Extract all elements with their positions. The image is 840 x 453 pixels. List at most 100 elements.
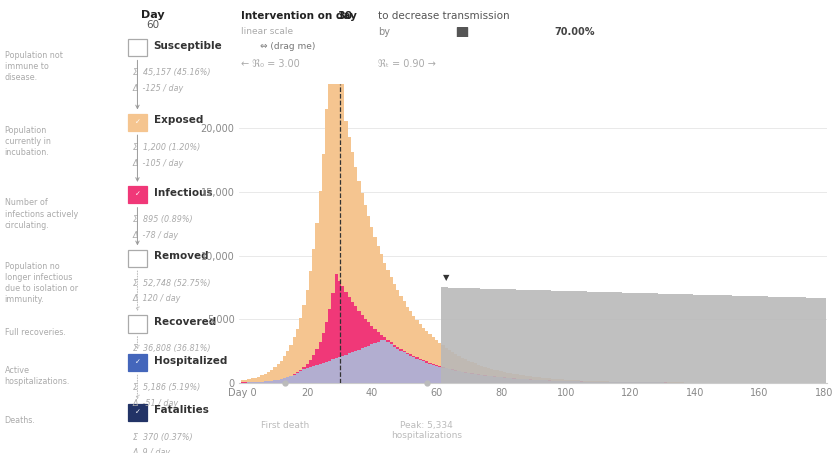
Bar (574, 381, 577, 383)
Bar (726, 295, 729, 383)
Bar (590, 381, 593, 383)
Bar (616, 292, 619, 383)
Bar (360, 348, 364, 383)
Bar (493, 289, 496, 383)
Bar (402, 301, 406, 383)
Bar (328, 361, 332, 383)
Bar (735, 296, 738, 383)
Bar (422, 360, 425, 383)
Bar (712, 295, 716, 383)
Bar (771, 297, 774, 383)
Text: to decrease transmission: to decrease transmission (378, 11, 510, 21)
Bar (248, 382, 250, 383)
Bar (257, 382, 260, 383)
Bar (600, 292, 603, 383)
Bar (512, 379, 516, 383)
Bar (603, 382, 606, 383)
Bar (496, 371, 500, 383)
Bar (648, 293, 651, 383)
Bar (586, 381, 590, 383)
Bar (584, 381, 586, 383)
Bar (276, 380, 280, 383)
Bar (483, 289, 486, 383)
Bar (306, 368, 309, 383)
FancyBboxPatch shape (129, 250, 147, 267)
Bar (732, 295, 735, 383)
Bar (396, 290, 399, 383)
Bar (506, 289, 509, 383)
Bar (292, 374, 296, 383)
Bar (528, 380, 532, 383)
Bar (813, 298, 816, 383)
Bar (374, 343, 376, 383)
Bar (567, 291, 570, 383)
Bar (406, 307, 409, 383)
Bar (561, 381, 564, 383)
Bar (774, 297, 777, 383)
Bar (490, 376, 493, 383)
Text: Δ  120 / day: Δ 120 / day (133, 294, 181, 304)
Bar (451, 369, 454, 383)
Bar (383, 337, 386, 383)
Bar (396, 349, 399, 383)
Bar (525, 379, 528, 383)
Bar (638, 382, 642, 383)
Bar (464, 373, 467, 383)
Bar (658, 382, 661, 383)
Bar (567, 381, 570, 383)
Bar (777, 297, 780, 383)
Bar (273, 367, 276, 383)
Bar (467, 288, 470, 383)
Bar (600, 382, 603, 383)
Bar (609, 381, 612, 383)
Bar (509, 378, 512, 383)
Bar (418, 359, 422, 383)
Bar (619, 382, 622, 383)
Bar (502, 372, 506, 383)
Bar (612, 292, 616, 383)
Bar (416, 359, 418, 383)
Bar (318, 192, 322, 383)
Bar (606, 382, 609, 383)
Bar (376, 246, 380, 383)
Bar (474, 288, 477, 383)
Bar (483, 375, 486, 383)
Bar (357, 350, 360, 383)
Text: Full recoveries.: Full recoveries. (5, 328, 66, 337)
Bar (283, 378, 286, 383)
Bar (548, 381, 551, 383)
Bar (551, 381, 554, 383)
Bar (315, 349, 318, 383)
Bar (548, 381, 551, 383)
Text: Infectious: Infectious (154, 188, 213, 198)
Bar (622, 382, 626, 383)
Bar (519, 375, 522, 383)
Bar (364, 347, 367, 383)
Bar (341, 356, 344, 383)
Text: Hospitalized: Hospitalized (154, 356, 227, 366)
Bar (474, 374, 477, 383)
Bar (516, 289, 519, 383)
Bar (390, 344, 393, 383)
Bar (264, 381, 267, 383)
Bar (470, 288, 474, 383)
Bar (357, 181, 360, 383)
Bar (416, 320, 418, 383)
Bar (822, 298, 826, 383)
Bar (586, 292, 590, 383)
Bar (525, 290, 528, 383)
Bar (480, 375, 483, 383)
Bar (486, 376, 490, 383)
Bar (248, 379, 250, 383)
Bar (425, 361, 428, 383)
Bar (383, 263, 386, 383)
Text: Peak: 5,334
hospitalizations: Peak: 5,334 hospitalizations (391, 421, 462, 440)
Bar (399, 296, 402, 383)
Bar (470, 374, 474, 383)
Bar (348, 297, 351, 383)
Bar (693, 294, 696, 383)
Bar (670, 294, 674, 383)
FancyBboxPatch shape (129, 404, 147, 421)
Bar (577, 381, 580, 383)
Bar (480, 289, 483, 383)
